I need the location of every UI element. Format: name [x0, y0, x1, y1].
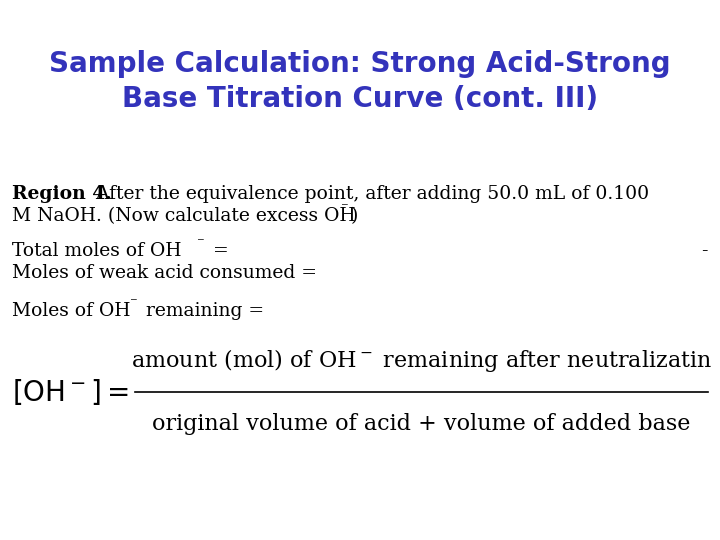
Text: M NaOH. (Now calculate excess OH: M NaOH. (Now calculate excess OH: [12, 207, 356, 225]
Text: Sample Calculation: Strong Acid-Strong
Base Titration Curve (cont. III): Sample Calculation: Strong Acid-Strong B…: [49, 50, 671, 113]
Text: After the equivalence point, after adding 50.0 mL of 0.100: After the equivalence point, after addin…: [90, 185, 649, 203]
Text: $\mathregular{[OH^-] =}$: $\mathregular{[OH^-] =}$: [12, 377, 129, 407]
Text: amount (mol) of OH$^-$ remaining after neutralizatin: amount (mol) of OH$^-$ remaining after n…: [131, 347, 712, 374]
Text: ⁻: ⁻: [129, 297, 137, 311]
Text: =: =: [207, 242, 229, 260]
Text: Moles of weak acid consumed =: Moles of weak acid consumed =: [12, 264, 317, 282]
Text: ⁻: ⁻: [196, 237, 204, 251]
Text: Region 4.: Region 4.: [12, 185, 112, 203]
Text: remaining =: remaining =: [140, 302, 264, 320]
Text: Total moles of OH: Total moles of OH: [12, 242, 181, 260]
Text: Moles of OH: Moles of OH: [12, 302, 130, 320]
Text: -: -: [701, 242, 708, 260]
Text: original volume of acid + volume of added base: original volume of acid + volume of adde…: [153, 413, 690, 435]
Text: ): ): [351, 207, 359, 225]
Text: ⁻: ⁻: [340, 202, 348, 216]
